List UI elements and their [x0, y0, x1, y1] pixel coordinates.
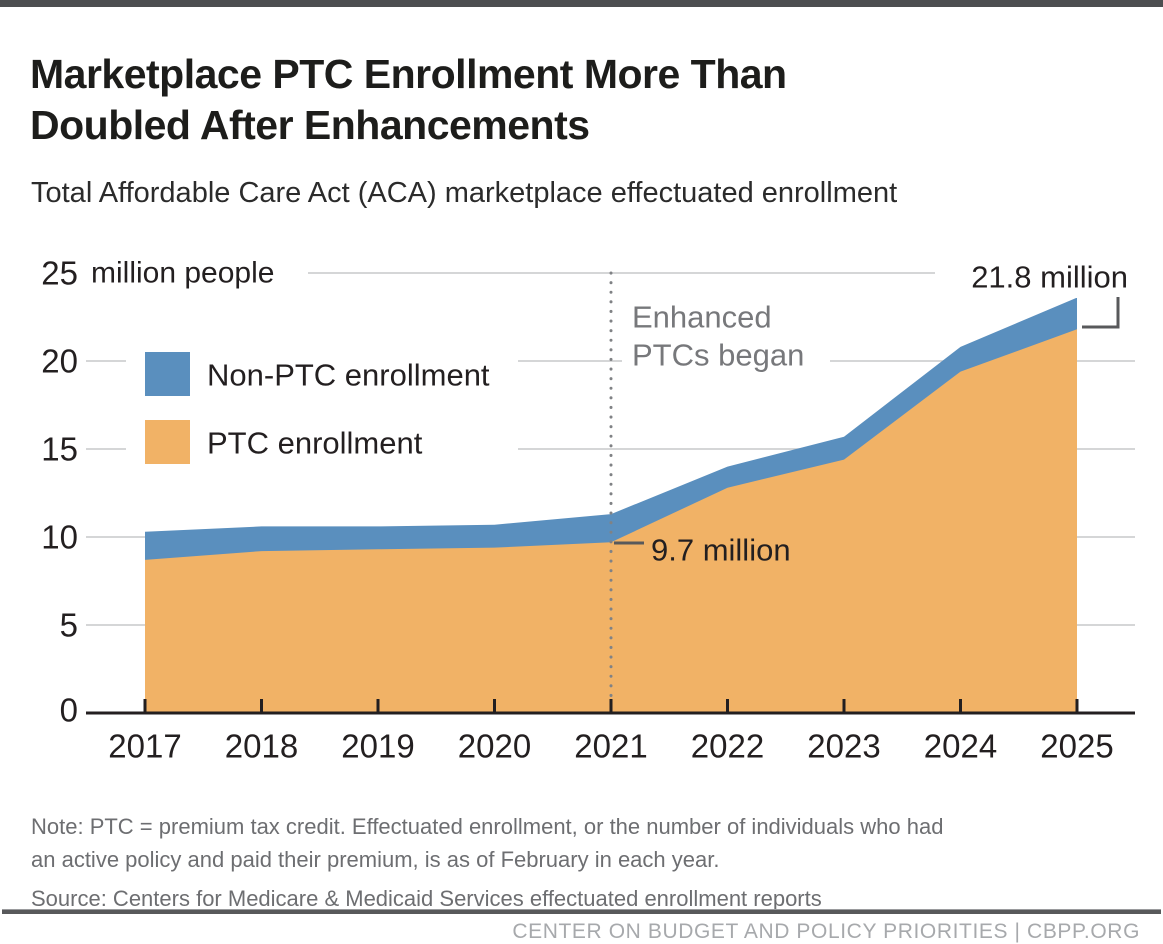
x-tick-label-2020: 2020 — [458, 728, 531, 765]
x-tick-label-2022: 2022 — [691, 728, 764, 765]
chart-subtitle: Total Affordable Care Act (ACA) marketpl… — [31, 177, 898, 209]
chart-title: Marketplace PTC Enrollment More Than Doub… — [30, 49, 1090, 151]
ptc-2025-callout-bracket — [1082, 297, 1120, 329]
footer-divider — [2, 909, 1161, 914]
ptc-enrollment-area — [145, 329, 1077, 713]
legend-label-non-ptc: Non-PTC enrollment — [207, 358, 490, 393]
x-tick-label-2017: 2017 — [108, 728, 181, 765]
note-line2: an active policy and paid their premium,… — [31, 847, 720, 872]
legend-label-ptc: PTC enrollment — [207, 426, 423, 461]
enhanced-ptcs-label-line2: PTCs began — [632, 338, 804, 373]
source-text: Source: Centers for Medicare & Medicaid … — [31, 886, 822, 911]
x-tick-label-2023: 2023 — [807, 728, 880, 765]
y-axis-unit-label: million people — [91, 257, 274, 290]
note-text: Note: PTC = premium tax credit. Effectua… — [31, 810, 1141, 876]
legend-background — [126, 340, 518, 474]
x-tick-label-2025: 2025 — [1040, 728, 1113, 765]
x-tick-label-2024: 2024 — [924, 728, 997, 765]
enhanced-ptcs-label-background — [622, 294, 830, 372]
top-accent-bar — [0, 0, 1163, 7]
y-tick-label-15: 15 — [41, 431, 78, 468]
y-tick-label-25: 25 — [41, 255, 78, 292]
ptc-2021-value-label: 9.7 million — [651, 533, 791, 568]
enhanced-ptcs-label-line1: Enhanced — [632, 300, 772, 335]
footer-credit: CENTER ON BUDGET AND POLICY PRIORITIES |… — [512, 920, 1140, 943]
note-line1: Note: PTC = premium tax credit. Effectua… — [31, 814, 944, 839]
y-tick-label-20: 20 — [41, 343, 78, 380]
x-tick-label-2019: 2019 — [341, 728, 414, 765]
legend-swatch-ptc — [145, 420, 190, 464]
ptc-2025-value-label: 21.8 million — [971, 260, 1128, 295]
y-tick-label-5: 5 — [60, 607, 78, 644]
ptc-2025-label-background — [935, 256, 1135, 298]
chart-title-line2: Doubled After Enhancements — [30, 102, 590, 149]
y-tick-label-10: 10 — [41, 519, 78, 556]
x-tick-label-2021: 2021 — [574, 728, 647, 765]
legend-swatch-non-ptc — [145, 352, 190, 396]
x-tick-label-2018: 2018 — [225, 728, 298, 765]
y-tick-label-0: 0 — [60, 692, 78, 729]
chart-title-line1: Marketplace PTC Enrollment More Than — [30, 51, 787, 98]
